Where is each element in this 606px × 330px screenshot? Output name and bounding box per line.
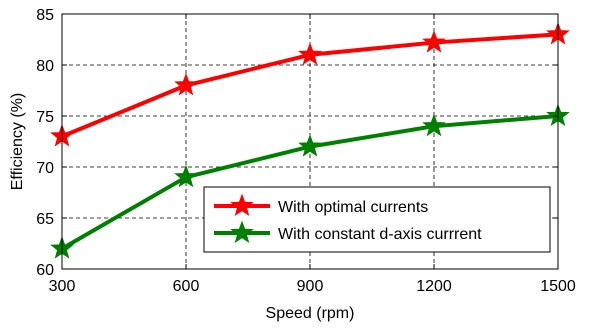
x-tick-label: 1200 [416, 278, 452, 295]
legend: With optimal currents With constant d-axi… [203, 186, 551, 253]
axis-ticks: 300 600 900 1200 1500 60 65 70 75 80 85 [36, 7, 576, 295]
data-point-star [174, 164, 198, 188]
x-tick-label: 300 [49, 278, 76, 295]
data-point-star [422, 113, 446, 137]
legend-item-1: With optimal currents [214, 193, 428, 217]
x-tick-label: 600 [173, 278, 200, 295]
y-tick-label: 80 [36, 58, 54, 75]
data-point-star [298, 134, 322, 157]
legend-box [203, 186, 551, 253]
data-point-star [422, 30, 446, 53]
x-tick-label: 900 [297, 278, 324, 295]
y-tick-label: 60 [36, 262, 54, 279]
x-tick-label: 1500 [540, 278, 576, 295]
legend-label: With constant d-axis currrent [278, 226, 482, 243]
y-tick-label: 70 [36, 160, 54, 177]
legend-star-icon [230, 220, 254, 244]
legend-item-2: With constant d-axis currrent [214, 220, 482, 244]
y-tick-label: 65 [36, 211, 54, 228]
data-point-star [298, 42, 322, 65]
x-axis-label: Speed (rpm) [266, 305, 355, 322]
data-point-star [174, 72, 198, 96]
y-axis-label: Efficiency (%) [9, 93, 26, 191]
y-tick-label: 85 [36, 7, 54, 24]
plot-series [50, 21, 570, 259]
y-tick-label: 75 [36, 109, 54, 126]
legend-star-icon [230, 193, 254, 217]
legend-items: With optimal currents With constant d-axi… [214, 193, 482, 244]
legend-label: With optimal currents [278, 199, 428, 216]
